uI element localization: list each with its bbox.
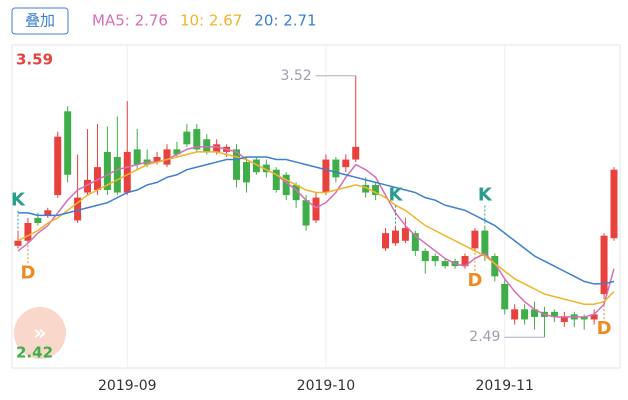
ma-line (17, 151, 615, 305)
candle-body (54, 136, 62, 196)
expand-button[interactable] (14, 307, 66, 359)
candle-body (610, 169, 618, 239)
ma-line (18, 156, 615, 285)
y-tick-label: 3.59 (16, 51, 53, 69)
candle-body (292, 184, 300, 201)
candle-body (352, 146, 360, 160)
candle-body (600, 235, 608, 295)
candle-body (411, 233, 419, 251)
candle-body (421, 250, 429, 262)
candle-body (233, 149, 241, 180)
legend-entry: MA5: 2.76 (92, 12, 168, 30)
candle-body (14, 240, 22, 246)
candle-body (312, 197, 320, 221)
candle-body (431, 256, 439, 262)
candle-body (401, 228, 409, 241)
candle-body (193, 129, 201, 150)
candle-body (511, 309, 519, 320)
candle-body (302, 200, 310, 226)
candle-body (560, 316, 568, 322)
signal-marker: D (467, 270, 482, 291)
candle-body (521, 309, 529, 320)
candle-body (322, 159, 330, 193)
candle-body (242, 162, 250, 183)
candle-body (203, 139, 211, 152)
candle-body (272, 169, 280, 190)
candle-body (372, 184, 380, 196)
candle-body (391, 230, 399, 244)
candle-body (262, 164, 270, 173)
candle-body (24, 223, 32, 241)
signal-marker: K (11, 190, 26, 211)
candle-body (580, 316, 588, 320)
candle-body (84, 179, 92, 193)
candle-body (103, 151, 111, 190)
candle-body (491, 256, 499, 277)
x-tick-label: 2019-09 (98, 378, 157, 394)
candle-body (44, 210, 52, 216)
signal-marker: K (388, 185, 403, 206)
candle-body (481, 230, 489, 256)
candle-body (213, 144, 221, 152)
expand-icon[interactable]: » (34, 321, 47, 345)
signal-marker: D (20, 262, 35, 283)
candle-body (342, 159, 350, 168)
max-label: 3.52 (281, 68, 312, 84)
candle-body (123, 151, 131, 193)
candle-body (332, 159, 340, 178)
y-tick-label: 2.42 (16, 344, 53, 362)
candle-body (252, 159, 260, 173)
candle-body (163, 149, 171, 165)
candle-body (113, 157, 121, 193)
candle-body (34, 217, 42, 223)
x-tick-label: 2019-10 (297, 378, 356, 394)
candle-body (362, 184, 370, 193)
candle-body (531, 309, 539, 317)
candle-body (183, 131, 191, 145)
candle-body (471, 230, 479, 249)
candle-body (441, 261, 449, 267)
candle-body (64, 111, 72, 175)
candle-body (282, 174, 290, 196)
overlay-button-label[interactable]: 叠加 (25, 12, 55, 30)
candle-body (133, 149, 141, 165)
candle-body (74, 197, 82, 221)
candle-body (382, 233, 390, 249)
overlay-button[interactable] (11, 7, 69, 35)
candle-body (590, 314, 598, 320)
candle-body (153, 157, 161, 163)
signal-marker: K (478, 185, 493, 206)
ma-line (17, 146, 615, 318)
candle-body (93, 167, 101, 190)
x-tick-label: 2019-11 (475, 378, 534, 394)
legend-entry: 10: 2.67 (180, 12, 242, 30)
candle-body (501, 283, 509, 310)
candle-body (550, 311, 558, 317)
candle-body (173, 149, 181, 155)
plot-frame (11, 44, 621, 369)
legend-entry: 20: 2.71 (254, 12, 316, 30)
candle-body (461, 256, 469, 267)
signal-marker: D (597, 318, 612, 339)
min-label: 2.49 (469, 329, 500, 345)
